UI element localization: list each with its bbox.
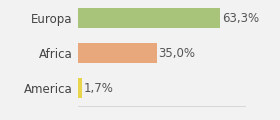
Text: 35,0%: 35,0% — [158, 47, 196, 60]
Bar — [78, 43, 157, 63]
Bar — [78, 8, 220, 28]
Text: 1,7%: 1,7% — [84, 82, 114, 95]
Text: 63,3%: 63,3% — [222, 12, 259, 25]
Bar — [78, 78, 82, 98]
